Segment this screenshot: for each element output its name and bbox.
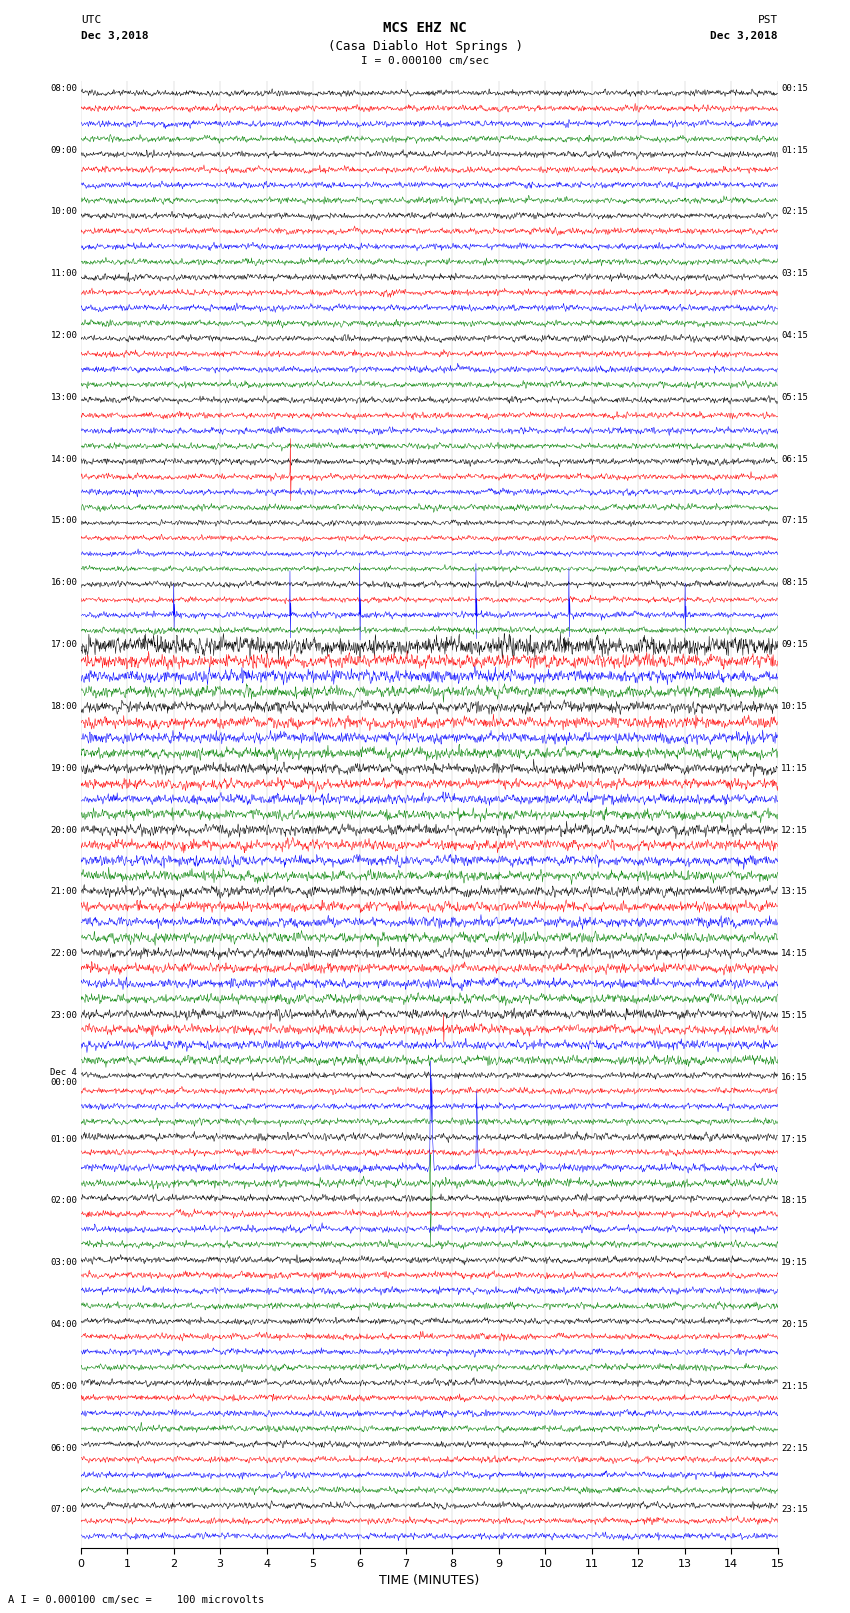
- Text: 08:15: 08:15: [781, 579, 808, 587]
- Text: 17:00: 17:00: [50, 640, 77, 648]
- Text: 04:00: 04:00: [50, 1319, 77, 1329]
- Text: 16:00: 16:00: [50, 579, 77, 587]
- Text: (Casa Diablo Hot Springs ): (Casa Diablo Hot Springs ): [327, 40, 523, 53]
- Text: 00:00: 00:00: [50, 1077, 77, 1087]
- Text: 18:00: 18:00: [50, 702, 77, 711]
- X-axis label: TIME (MINUTES): TIME (MINUTES): [379, 1574, 479, 1587]
- Text: 00:15: 00:15: [781, 84, 808, 94]
- Text: 08:00: 08:00: [50, 84, 77, 94]
- Text: UTC: UTC: [81, 15, 101, 24]
- Text: PST: PST: [757, 15, 778, 24]
- Text: 02:15: 02:15: [781, 208, 808, 216]
- Text: 01:00: 01:00: [50, 1134, 77, 1144]
- Text: 21:15: 21:15: [781, 1382, 808, 1390]
- Text: 21:00: 21:00: [50, 887, 77, 897]
- Text: 06:00: 06:00: [50, 1444, 77, 1453]
- Text: 03:15: 03:15: [781, 269, 808, 279]
- Text: 06:15: 06:15: [781, 455, 808, 463]
- Text: 13:15: 13:15: [781, 887, 808, 897]
- Text: 05:15: 05:15: [781, 394, 808, 402]
- Text: 01:15: 01:15: [781, 145, 808, 155]
- Text: MCS EHZ NC: MCS EHZ NC: [383, 21, 467, 35]
- Text: 20:15: 20:15: [781, 1319, 808, 1329]
- Text: 22:00: 22:00: [50, 948, 77, 958]
- Text: 09:00: 09:00: [50, 145, 77, 155]
- Text: 04:15: 04:15: [781, 331, 808, 340]
- Text: 13:00: 13:00: [50, 394, 77, 402]
- Text: 07:00: 07:00: [50, 1505, 77, 1515]
- Text: 15:00: 15:00: [50, 516, 77, 526]
- Text: 09:15: 09:15: [781, 640, 808, 648]
- Text: 23:00: 23:00: [50, 1011, 77, 1019]
- Text: 17:15: 17:15: [781, 1134, 808, 1144]
- Text: 11:00: 11:00: [50, 269, 77, 279]
- Text: 18:15: 18:15: [781, 1197, 808, 1205]
- Text: 19:00: 19:00: [50, 763, 77, 773]
- Text: A I = 0.000100 cm/sec =    100 microvolts: A I = 0.000100 cm/sec = 100 microvolts: [8, 1595, 264, 1605]
- Text: 23:15: 23:15: [781, 1505, 808, 1515]
- Text: 12:15: 12:15: [781, 826, 808, 834]
- Text: Dec 4: Dec 4: [50, 1068, 77, 1077]
- Text: 05:00: 05:00: [50, 1382, 77, 1390]
- Text: 15:15: 15:15: [781, 1011, 808, 1019]
- Text: 14:00: 14:00: [50, 455, 77, 463]
- Text: 10:15: 10:15: [781, 702, 808, 711]
- Text: 22:15: 22:15: [781, 1444, 808, 1453]
- Text: 12:00: 12:00: [50, 331, 77, 340]
- Text: 14:15: 14:15: [781, 948, 808, 958]
- Text: I = 0.000100 cm/sec: I = 0.000100 cm/sec: [361, 56, 489, 66]
- Text: 20:00: 20:00: [50, 826, 77, 834]
- Text: 03:00: 03:00: [50, 1258, 77, 1268]
- Text: 10:00: 10:00: [50, 208, 77, 216]
- Text: Dec 3,2018: Dec 3,2018: [81, 31, 148, 40]
- Text: 02:00: 02:00: [50, 1197, 77, 1205]
- Text: 07:15: 07:15: [781, 516, 808, 526]
- Text: Dec 3,2018: Dec 3,2018: [711, 31, 778, 40]
- Text: 19:15: 19:15: [781, 1258, 808, 1268]
- Text: 11:15: 11:15: [781, 763, 808, 773]
- Text: 16:15: 16:15: [781, 1073, 808, 1082]
